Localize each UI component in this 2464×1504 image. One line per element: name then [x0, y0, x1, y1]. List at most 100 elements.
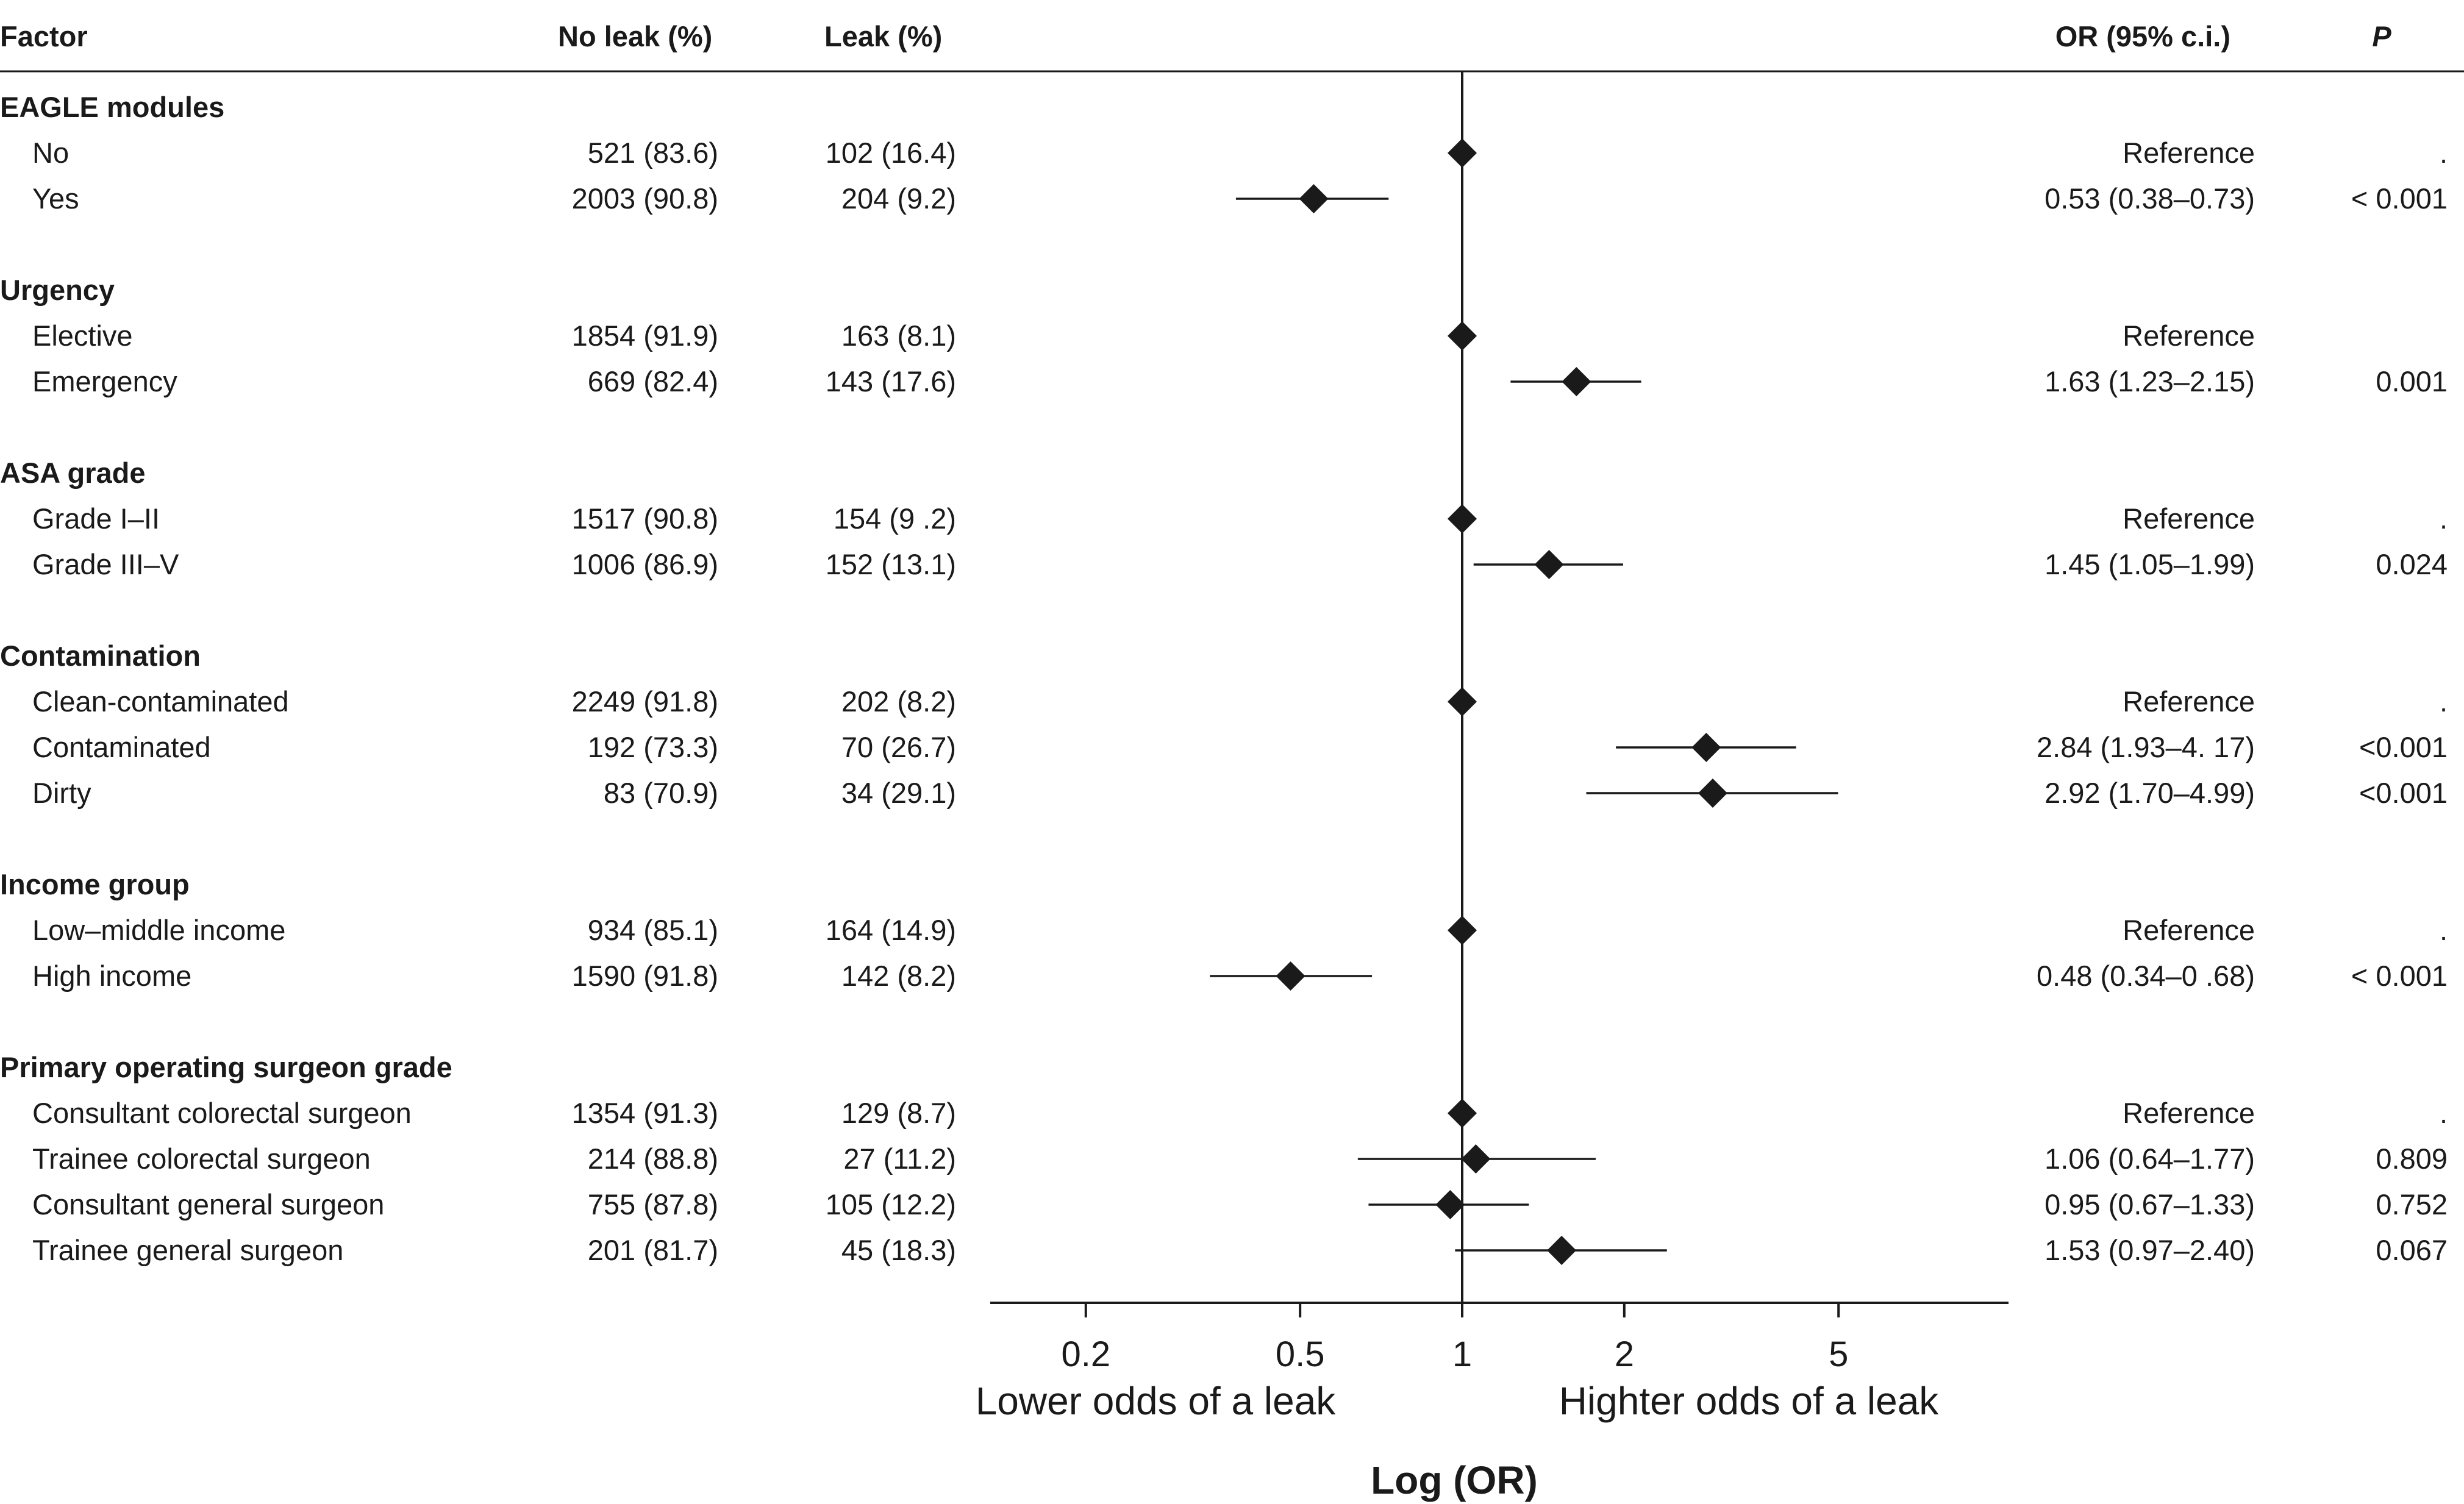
- table-row: Trainee general surgeon 201 (81.7) 45 (18.…: [32, 1234, 2448, 1266]
- header-factor: Factor: [0, 20, 88, 52]
- x-tick-label: 0.2: [1061, 1335, 1110, 1374]
- header-no-leak: No leak (%): [558, 20, 712, 52]
- p-value: < 0.001: [2351, 182, 2448, 215]
- p-value: .: [2440, 137, 2448, 169]
- no-leak-value: 1590 (91.8): [572, 960, 718, 992]
- or-ci-value: Reference: [2123, 137, 2255, 169]
- no-leak-value: 1854 (91.9): [572, 319, 718, 352]
- or-ci-value: 2.92 (1.70–4.99): [2044, 777, 2255, 809]
- table-row: Consultant colorectal surgeon 1354 (91.3)…: [32, 1097, 2448, 1129]
- no-leak-value: 521 (83.6): [588, 137, 718, 169]
- or-ci-value: 0.48 (0.34–0 .68): [2037, 960, 2255, 992]
- p-value: 0.001: [2376, 365, 2448, 397]
- group-heading: Income group: [0, 868, 190, 900]
- or-ci-value: Reference: [2123, 319, 2255, 352]
- leak-value: 70 (26.7): [841, 731, 956, 763]
- factor-label: Consultant colorectal surgeon: [32, 1097, 412, 1129]
- or-ci-value: 0.95 (0.67–1.33): [2044, 1188, 2255, 1221]
- table-row: Consultant general surgeon 755 (87.8) 105 …: [32, 1188, 2448, 1221]
- group-heading: Urgency: [0, 274, 115, 306]
- no-leak-value: 934 (85.1): [588, 914, 718, 946]
- factor-label: Dirty: [32, 777, 91, 809]
- table-row: Elective 1854 (91.9) 163 (8.1) Reference: [32, 319, 2255, 352]
- leak-value: 152 (13.1): [826, 548, 956, 580]
- leak-value: 164 (14.9): [826, 914, 956, 946]
- leak-value: 34 (29.1): [841, 777, 956, 809]
- or-ci-value: 0.53 (0.38–0.73): [2044, 182, 2255, 215]
- x-tick-label: 2: [1615, 1335, 1634, 1374]
- factor-label: Clean-contaminated: [32, 685, 289, 718]
- table-row: No 521 (83.6) 102 (16.4) Reference.: [32, 137, 2448, 169]
- table-row: Clean-contaminated 2249 (91.8) 202 (8.2) Re…: [32, 685, 2448, 718]
- no-leak-value: 201 (81.7): [588, 1234, 718, 1266]
- or-ci-value: Reference: [2123, 685, 2255, 718]
- factor-label: Contaminated: [32, 731, 211, 763]
- leak-value: 163 (8.1): [841, 319, 956, 352]
- x-tick-label: 5: [1829, 1335, 1848, 1374]
- or-ci-value: Reference: [2123, 1097, 2255, 1129]
- factor-label: Elective: [32, 319, 133, 352]
- factor-label: Trainee colorectal surgeon: [32, 1142, 371, 1175]
- table-row: Emergency 669 (82.4) 143 (17.6) 1.63 (1.23–…: [32, 365, 2448, 397]
- or-ci-value: 1.06 (0.64–1.77): [2044, 1142, 2255, 1175]
- or-point-marker: [1698, 779, 1727, 808]
- p-value: .: [2440, 1097, 2448, 1129]
- group-heading: ASA grade: [0, 457, 146, 489]
- no-leak-value: 1006 (86.9): [572, 548, 718, 580]
- factor-label: High income: [32, 960, 191, 992]
- leak-value: 143 (17.6): [826, 365, 956, 397]
- p-value: <0.001: [2359, 731, 2448, 763]
- factor-label: Consultant general surgeon: [32, 1188, 384, 1221]
- table-row: Dirty 83 (70.9) 34 (29.1) 2.92 (1.70–4.99) <…: [32, 777, 2448, 809]
- table-row: Contaminated 192 (73.3) 70 (26.7) 2.84 (1.9…: [32, 731, 2448, 763]
- or-point-marker: [1299, 184, 1329, 213]
- no-leak-value: 669 (82.4): [588, 365, 718, 397]
- leak-value: 45 (18.3): [841, 1234, 956, 1266]
- group-heading: Contamination: [0, 640, 201, 672]
- table-row: Trainee colorectal surgeon 214 (88.8) 27 (…: [32, 1142, 2448, 1175]
- factor-label: No: [32, 137, 69, 169]
- or-ci-value: 1.53 (0.97–2.40): [2044, 1234, 2255, 1266]
- p-value: < 0.001: [2351, 960, 2448, 992]
- or-ci-value: Reference: [2123, 502, 2255, 535]
- group-heading: EAGLE modules: [0, 91, 224, 123]
- p-value: 0.024: [2376, 548, 2448, 580]
- no-leak-value: 1354 (91.3): [572, 1097, 718, 1129]
- no-leak-value: 192 (73.3): [588, 731, 718, 763]
- no-leak-value: 2003 (90.8): [572, 182, 718, 215]
- p-value: 0.752: [2376, 1188, 2448, 1221]
- or-point-marker: [1691, 733, 1721, 762]
- or-point-marker: [1534, 550, 1564, 579]
- x-axis-label: Log (OR): [1371, 1458, 1538, 1502]
- leak-value: 105 (12.2): [826, 1188, 956, 1221]
- or-point-marker: [1562, 367, 1591, 396]
- p-value: .: [2440, 685, 2448, 718]
- no-leak-value: 755 (87.8): [588, 1188, 718, 1221]
- or-point-marker: [1461, 1144, 1491, 1174]
- p-value: .: [2440, 502, 2448, 535]
- or-ci-value: 2.84 (1.93–4. 17): [2037, 731, 2255, 763]
- factor-label: Emergency: [32, 365, 177, 397]
- x-axis: 0.2 0.5 1 2 5: [990, 71, 2009, 1374]
- table-row: Grade III–V 1006 (86.9) 152 (13.1) 1.45 (1.…: [32, 548, 2448, 580]
- leak-value: 142 (8.2): [841, 960, 956, 992]
- factor-label: Yes: [32, 182, 79, 215]
- leak-value: 129 (8.7): [841, 1097, 956, 1129]
- forest-rows: EAGLE modules No 521 (83.6) 102 (16.4) Refer…: [0, 91, 2448, 1266]
- factor-label: Low–middle income: [32, 914, 285, 946]
- group-heading: Primary operating surgeon grade: [0, 1051, 452, 1083]
- factor-label: Grade I–II: [32, 502, 160, 535]
- table-row: High income 1590 (91.8) 142 (8.2) 0.48 (0.3…: [32, 960, 2448, 992]
- p-value: <0.001: [2359, 777, 2448, 809]
- no-leak-value: 214 (88.8): [588, 1142, 718, 1175]
- factor-label: Trainee general surgeon: [32, 1234, 343, 1266]
- or-ci-value: 1.45 (1.05–1.99): [2044, 548, 2255, 580]
- p-value: 0.809: [2376, 1142, 2448, 1175]
- leak-value: 204 (9.2): [841, 182, 956, 215]
- table-row: Grade I–II 1517 (90.8) 154 (9 .2) Reference…: [32, 502, 2448, 535]
- x-tick-label: 1: [1452, 1335, 1472, 1374]
- direction-label-left: Lower odds of a leak: [976, 1379, 1337, 1423]
- or-ci-value: 1.63 (1.23–2.15): [2044, 365, 2255, 397]
- leak-value: 154 (9 .2): [834, 502, 956, 535]
